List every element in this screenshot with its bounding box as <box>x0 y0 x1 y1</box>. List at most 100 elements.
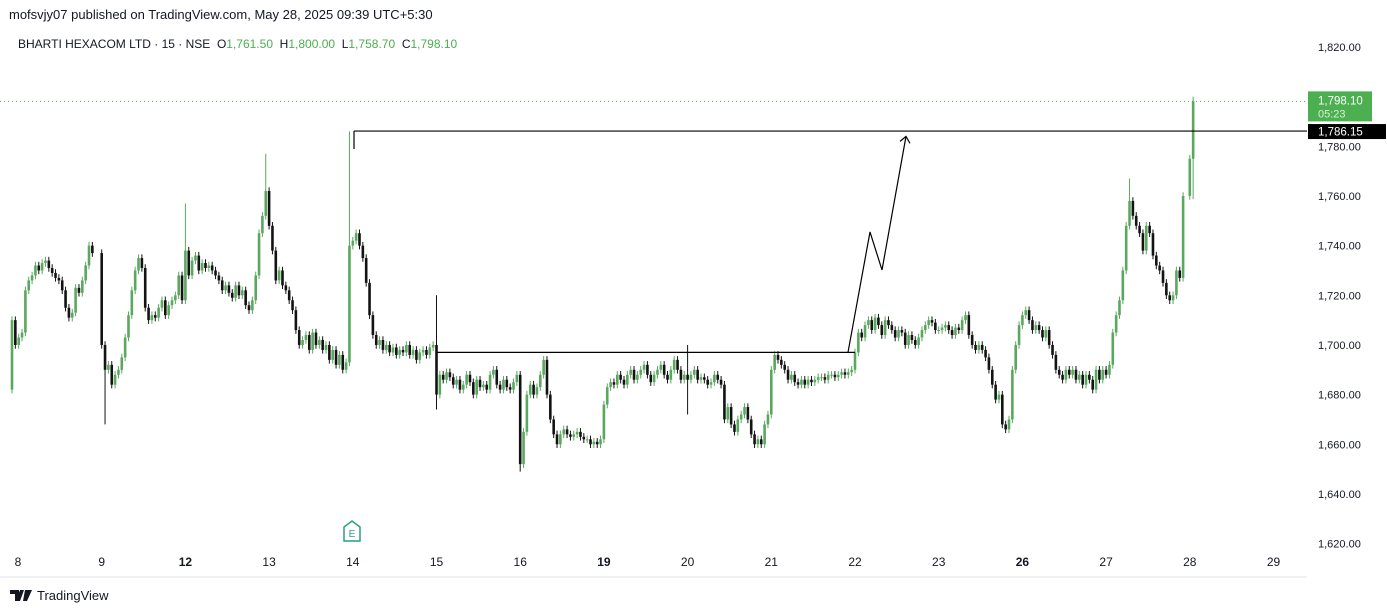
candle-body <box>887 320 890 326</box>
candle-body <box>74 287 77 313</box>
time-tick-label: 28 <box>1183 555 1197 569</box>
price-tick-label: 1,700.00 <box>1318 340 1361 352</box>
candle-body <box>927 320 930 326</box>
candle-body <box>110 364 114 385</box>
candle-body <box>374 335 378 345</box>
candle-body <box>54 272 57 278</box>
candle-body <box>619 374 622 380</box>
candle-body <box>870 320 874 331</box>
candle-body <box>706 379 709 385</box>
candle-body <box>562 429 566 435</box>
time-tick-label: 15 <box>430 555 444 569</box>
candle-body <box>857 332 860 353</box>
candle-body <box>934 322 937 331</box>
candle-body <box>425 349 428 355</box>
candle-body <box>662 364 666 375</box>
candle-body <box>318 339 321 345</box>
candle-body <box>699 377 703 380</box>
candle-body <box>763 424 766 445</box>
candle-body <box>1004 424 1007 430</box>
candle-body <box>957 327 961 331</box>
candle-body <box>823 377 827 380</box>
candle-body <box>264 191 268 216</box>
bar-countdown: 05:23 <box>1318 108 1346 120</box>
candle-body <box>672 359 676 370</box>
candle-body <box>17 337 20 345</box>
candle-body <box>143 267 147 308</box>
candle-body <box>1124 225 1128 271</box>
price-tick-label: 1,620.00 <box>1318 539 1361 551</box>
candle-body <box>850 369 853 373</box>
candle-body <box>512 382 515 390</box>
candle-body <box>729 407 733 425</box>
candle-body <box>1128 200 1131 226</box>
time-tick-label: 16 <box>514 555 528 569</box>
time-tick-label: 23 <box>932 555 946 569</box>
candle-body <box>709 382 713 385</box>
candle-body <box>1104 369 1108 375</box>
candle-body <box>843 372 847 375</box>
candle-body <box>646 364 649 375</box>
candle-body <box>622 379 626 385</box>
price-tick-label: 1,720.00 <box>1318 290 1361 302</box>
candle-body <box>950 330 954 336</box>
candle-body <box>920 330 924 338</box>
earnings-marker-label: E <box>349 529 356 540</box>
candle-body <box>1098 369 1101 380</box>
candle-body <box>1161 270 1165 283</box>
candle-body <box>448 372 452 378</box>
price-tick-label: 1,680.00 <box>1318 390 1361 402</box>
candle-body <box>759 439 763 445</box>
candle-body <box>1011 369 1014 420</box>
candle-body <box>803 379 807 385</box>
candle-body <box>883 320 887 336</box>
candle-body <box>1067 369 1071 375</box>
candle-body <box>1034 325 1038 331</box>
candle-body <box>190 260 194 276</box>
candle-body <box>113 374 117 385</box>
candle-body <box>1158 265 1161 271</box>
candle-body <box>599 439 602 445</box>
candle-body <box>629 369 632 375</box>
candle-body <box>230 292 234 298</box>
level-value: 1,786.15 <box>1318 127 1363 139</box>
candle-body <box>378 339 381 345</box>
candle-body <box>615 374 619 385</box>
candle-body <box>241 290 244 296</box>
candle-body <box>358 233 361 246</box>
candle-body <box>502 379 505 390</box>
candle-body <box>465 374 468 385</box>
candle-body <box>24 290 27 333</box>
candle-body <box>847 372 850 375</box>
candle-body <box>1168 295 1172 301</box>
candle-body <box>77 287 81 293</box>
candle-body <box>930 320 934 323</box>
candle-body <box>736 419 740 432</box>
candle-body <box>361 245 365 259</box>
candle-body <box>964 315 967 321</box>
candle-body <box>572 434 576 437</box>
candle-body <box>147 307 150 321</box>
candle-body <box>194 255 197 261</box>
publisher-caption: mofsvjy07 published on TradingView.com, … <box>9 7 433 22</box>
tradingview-brand[interactable]: TradingView <box>10 588 109 603</box>
candle-body <box>987 357 991 370</box>
candle-body <box>967 315 971 336</box>
candle-body <box>1114 315 1118 333</box>
candle-body <box>642 364 646 370</box>
candle-body <box>743 407 746 415</box>
low-value: 1,758.70 <box>348 37 396 51</box>
candle-body <box>826 374 830 380</box>
candle-body <box>57 277 61 281</box>
candle-body <box>91 245 94 254</box>
candle-body <box>47 260 51 268</box>
candle-body <box>338 354 341 365</box>
candle-body <box>505 379 509 388</box>
candle-body <box>1024 310 1028 316</box>
candle-body <box>669 369 673 380</box>
candle-body <box>130 290 134 316</box>
candle-body <box>528 384 532 395</box>
candle-body <box>1064 369 1068 380</box>
candle-body <box>806 379 810 385</box>
